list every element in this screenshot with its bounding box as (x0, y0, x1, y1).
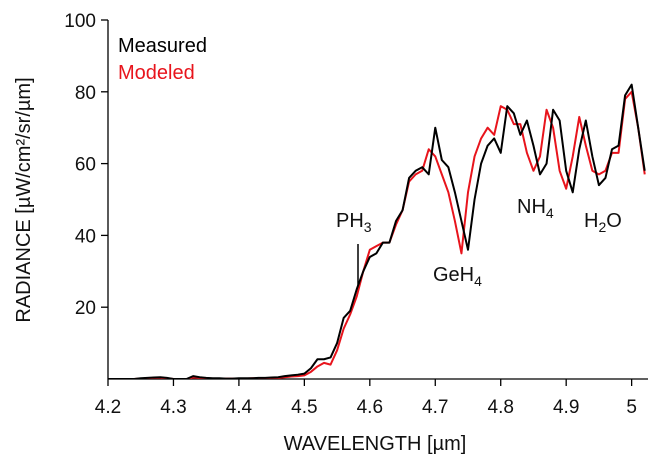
x-tick-label: 4.8 (488, 397, 514, 418)
x-tick-label: 4.4 (226, 397, 253, 418)
series-line (108, 90, 646, 379)
annotation-text: GeH (433, 264, 474, 286)
annotation: GeH4 (433, 264, 482, 289)
annotation-text: PH (336, 210, 364, 232)
x-tick-label: 4.9 (553, 397, 579, 418)
annotation-text: O (606, 210, 622, 232)
x-tick-label: 4.5 (291, 397, 317, 418)
x-tick-label: 5 (626, 397, 637, 418)
annotation-subscript: 4 (546, 205, 554, 221)
x-tick-label: 4.3 (160, 397, 186, 418)
x-tick-label: 4.2 (95, 397, 121, 418)
y-tick-label: 60 (75, 155, 96, 176)
annotation-subscript: 3 (364, 219, 372, 235)
legend-entry: Measured (118, 35, 207, 57)
annotation-text: NH (517, 196, 546, 218)
y-tick-label: 20 (75, 298, 96, 319)
series-line (108, 83, 646, 379)
annotation-subscript: 2 (598, 219, 606, 235)
x-tick-label: 4.6 (357, 397, 383, 418)
y-tick-label: 40 (75, 226, 96, 247)
annotation-subscript: 4 (474, 273, 482, 289)
y-tick-label: 80 (75, 83, 96, 104)
y-tick-label: 100 (64, 11, 96, 32)
annotation: PH3 (336, 210, 372, 235)
x-axis-title: WAVELENGTH [µm] (284, 433, 467, 455)
legend-entry: Modeled (118, 62, 195, 84)
x-tick-label: 4.7 (422, 397, 448, 418)
y-axis-title: RADIANCE [µW/cm²/sr/µm] (13, 77, 35, 322)
annotation-text: H (584, 210, 598, 232)
annotation: NH4 (517, 196, 554, 221)
annotation: H2O (584, 210, 622, 235)
